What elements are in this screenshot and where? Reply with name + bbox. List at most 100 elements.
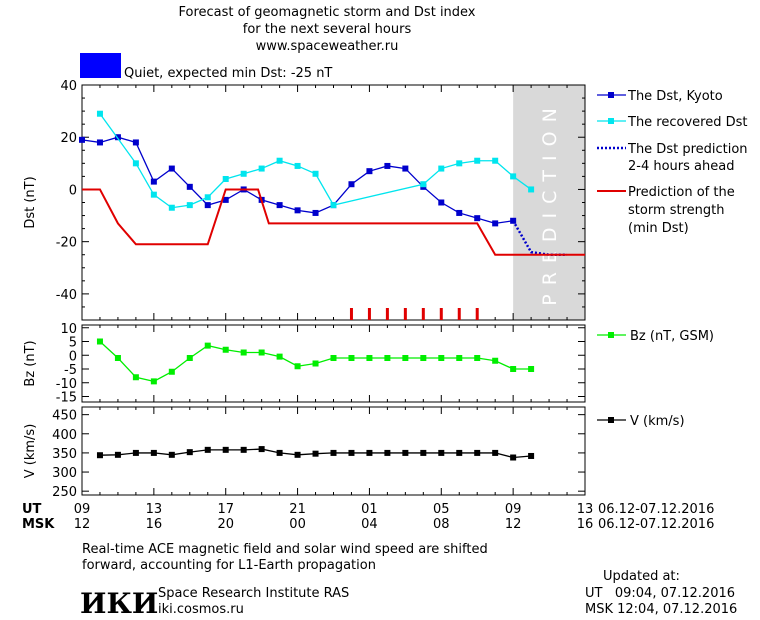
status-text: Quiet, expected min Dst: -25 nT	[124, 66, 332, 81]
data-point	[132, 160, 139, 167]
chart-title-line2: for the next several hours	[243, 22, 412, 37]
data-point	[474, 449, 481, 456]
data-point	[168, 451, 175, 458]
chart-title-line1: Forecast of geomagnetic storm and Dst in…	[178, 5, 475, 20]
y-tick-label: 5	[69, 336, 77, 351]
data-point	[438, 165, 445, 172]
data-point	[258, 446, 265, 453]
dst-panel: PREDICTION 40 20 0 -20 -40 Dst (nT)	[23, 79, 586, 321]
y-tick-label: -20	[56, 236, 77, 251]
series-line	[99, 113, 532, 209]
data-point	[348, 355, 355, 361]
data-point	[204, 342, 211, 349]
data-point	[330, 202, 337, 209]
data-point	[312, 209, 319, 216]
legend-label-storm-3: (min Dst)	[628, 221, 689, 236]
institute-url: iki.cosmos.ru	[158, 602, 244, 617]
data-point	[384, 162, 391, 169]
y-tick-label: 450	[52, 409, 77, 424]
data-point	[240, 349, 247, 356]
data-point	[294, 162, 301, 169]
data-point	[366, 355, 373, 361]
y-tick-label: 250	[52, 485, 77, 500]
data-point	[402, 355, 409, 361]
data-point	[456, 209, 463, 216]
data-point	[186, 202, 193, 209]
data-point	[474, 355, 481, 361]
data-point	[348, 181, 355, 188]
data-point	[276, 353, 283, 360]
msk-tick-label: 00	[289, 517, 306, 532]
data-point	[402, 449, 409, 456]
y-axis-label: Dst (nT)	[23, 176, 38, 228]
ut-tick-label: 09	[505, 502, 522, 517]
data-point	[96, 139, 103, 146]
data-point	[114, 451, 121, 458]
legend-label-kyoto: The Dst, Kyoto	[627, 89, 723, 104]
data-point	[384, 355, 391, 361]
data-point	[528, 452, 535, 459]
data-point	[384, 449, 391, 456]
data-point	[204, 194, 211, 201]
data-point	[168, 165, 175, 172]
legend-swatch-marker	[608, 118, 614, 124]
data-point	[456, 449, 463, 456]
data-point	[312, 170, 319, 177]
y-axis-label: V (km/s)	[23, 424, 38, 479]
msk-tick-label: 04	[361, 517, 378, 532]
data-point	[456, 160, 463, 167]
msk-tick-label: 16	[146, 517, 163, 532]
data-point	[330, 355, 337, 361]
data-point	[150, 191, 157, 198]
msk-tick-label: 12	[74, 517, 91, 532]
data-point	[294, 363, 301, 370]
legend-label-storm-1: Prediction of the	[628, 185, 735, 200]
ut-tick-label: 05	[433, 502, 450, 517]
y-tick-label: 400	[52, 428, 77, 443]
y-tick-label: 20	[60, 131, 77, 146]
legend-swatch-marker	[608, 417, 614, 423]
data-point	[510, 454, 517, 461]
data-point	[510, 366, 517, 372]
data-point	[330, 449, 337, 456]
legend-swatch-marker	[608, 332, 614, 338]
ut-tick-label: 13	[577, 502, 594, 517]
data-point	[402, 165, 409, 172]
data-point	[222, 446, 229, 453]
y-tick-label: 300	[52, 466, 77, 481]
ut-tick-label: 09	[74, 502, 91, 517]
data-point	[456, 355, 463, 361]
data-point	[132, 374, 139, 381]
y-tick-label: 0	[69, 349, 77, 364]
msk-tick-label: 08	[433, 517, 450, 532]
data-point	[222, 196, 229, 203]
msk-axis-label: MSK	[22, 517, 55, 532]
data-point	[204, 202, 211, 209]
y-tick-label: -10	[56, 377, 77, 392]
data-point	[366, 168, 373, 175]
data-point	[420, 449, 427, 456]
status-swatch	[80, 53, 121, 78]
data-point	[186, 183, 193, 190]
data-point	[294, 207, 301, 214]
data-point	[222, 176, 229, 182]
updated-msk: MSK 12:04, 07.12.2016	[585, 602, 737, 617]
legend-label-prediction-2: 2-4 hours ahead	[628, 159, 734, 174]
data-point	[438, 355, 445, 361]
data-point	[438, 199, 445, 206]
data-point	[528, 186, 535, 193]
ut-axis-label: UT	[22, 502, 42, 517]
data-point	[276, 202, 283, 209]
data-point	[294, 451, 301, 458]
msk-tick-label: 16	[577, 517, 594, 532]
updated-label: Updated at:	[603, 569, 680, 584]
y-tick-label: 0	[69, 183, 77, 198]
footer-note-line1: Real-time ACE magnetic field and solar w…	[82, 542, 488, 557]
data-point	[168, 368, 175, 375]
data-point	[79, 136, 85, 143]
y-tick-label: -5	[64, 363, 77, 378]
data-point	[276, 449, 283, 456]
